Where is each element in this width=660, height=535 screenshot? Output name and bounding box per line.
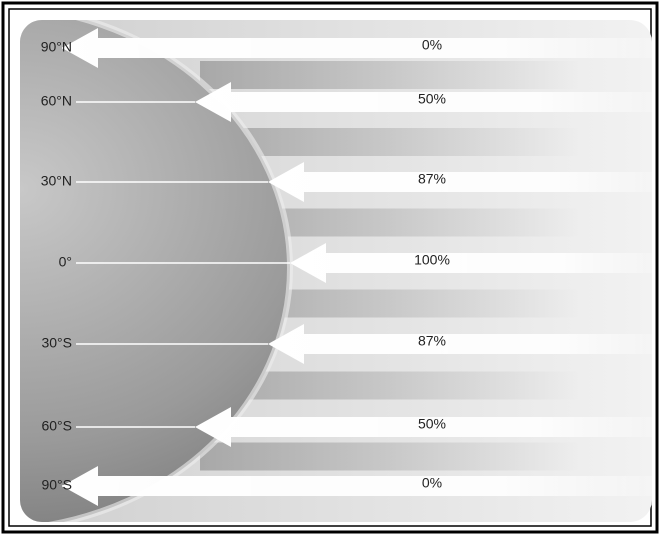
shadow-band xyxy=(200,128,580,156)
ray-arrow xyxy=(62,466,652,506)
latitude-label: 30°S xyxy=(41,335,72,351)
shadow-band xyxy=(200,61,580,89)
latitude-label: 0° xyxy=(59,254,72,270)
ray-arrow xyxy=(268,162,652,202)
intensity-label: 87% xyxy=(418,171,446,187)
ray-arrow xyxy=(290,243,652,283)
intensity-label: 50% xyxy=(418,91,446,107)
ray-arrow xyxy=(195,82,652,122)
latitude-label: 90°S xyxy=(41,477,72,493)
latitude-label: 30°N xyxy=(41,173,72,189)
ray-arrow xyxy=(62,28,652,68)
globe-glow xyxy=(20,20,293,522)
latitude-label: 60°N xyxy=(41,93,72,109)
shadow-band xyxy=(200,442,580,471)
rows: 90°N 0% 60°N 50% 30°N 87% 0° 100% 30°S 87% 60°S 50%… xyxy=(41,28,652,506)
globe xyxy=(20,20,290,522)
ray-arrow xyxy=(195,407,652,447)
intensity-label: 87% xyxy=(418,333,446,349)
ray-arrow xyxy=(268,324,652,364)
intensity-label: 0% xyxy=(422,475,442,491)
intensity-label: 0% xyxy=(422,37,442,53)
intensity-label: 50% xyxy=(418,416,446,432)
latitude-label: 90°N xyxy=(41,39,72,55)
latitude-label: 60°S xyxy=(41,418,72,434)
intensity-label: 100% xyxy=(414,252,450,268)
panel: 90°N 0% 60°N 50% 30°N 87% 0° 100% 30°S 87% 60°S 50%… xyxy=(20,20,652,522)
